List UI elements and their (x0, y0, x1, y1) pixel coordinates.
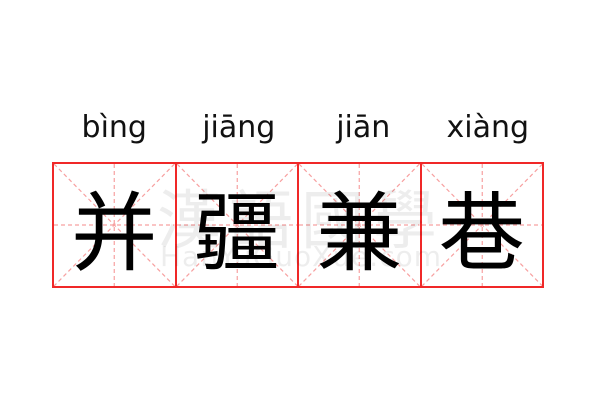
pinyin-1: bìng (81, 110, 147, 145)
pinyin-2: jiāng (202, 110, 276, 145)
pinyin-3: jiān (336, 110, 391, 145)
pinyin-4: xiàng (446, 110, 530, 145)
character-1: 并 (71, 183, 158, 284)
guide-line (177, 164, 298, 286)
character-cell: 兼 (297, 162, 422, 288)
character-2: 疆 (193, 183, 280, 284)
guide-line (422, 164, 543, 286)
guide-line (54, 164, 175, 286)
guide-lines (422, 164, 543, 286)
pinyin-row: bìng jiāng jiān xiàng (52, 106, 550, 150)
character-4: 巷 (438, 183, 525, 284)
guide-lines (54, 164, 175, 286)
character-cell: 疆 (174, 162, 299, 288)
guide-line (299, 164, 420, 286)
guide-lines (299, 164, 420, 286)
guide-lines (177, 164, 298, 286)
character-cell: 并 (52, 162, 177, 288)
character-3: 兼 (316, 183, 403, 284)
character-grid: 并 疆 兼 巷 (52, 162, 550, 288)
character-cell: 巷 (419, 162, 544, 288)
